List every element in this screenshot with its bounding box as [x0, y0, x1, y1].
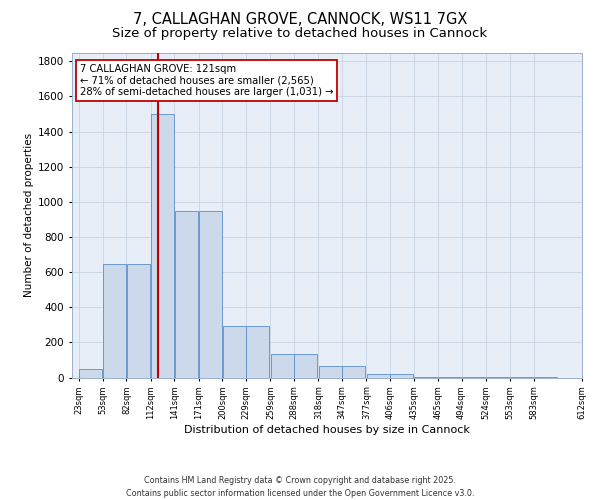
Text: Contains HM Land Registry data © Crown copyright and database right 2025.
Contai: Contains HM Land Registry data © Crown c… — [126, 476, 474, 498]
Bar — [103, 264, 126, 378]
Bar — [343, 366, 365, 378]
X-axis label: Distribution of detached houses by size in Cannock: Distribution of detached houses by size … — [184, 424, 470, 434]
Text: 7 CALLAGHAN GROVE: 121sqm
← 71% of detached houses are smaller (2,565)
28% of se: 7 CALLAGHAN GROVE: 121sqm ← 71% of detac… — [80, 64, 333, 97]
Y-axis label: Number of detached properties: Number of detached properties — [24, 133, 34, 297]
Bar — [367, 374, 389, 378]
Bar — [295, 354, 317, 378]
Bar — [271, 354, 293, 378]
Bar — [439, 376, 461, 378]
Bar — [414, 376, 437, 378]
Bar — [391, 374, 413, 378]
Bar — [247, 326, 269, 378]
Bar — [79, 368, 101, 378]
Bar — [510, 376, 533, 378]
Bar — [127, 264, 149, 378]
Bar — [223, 326, 245, 378]
Bar — [535, 376, 557, 378]
Text: Size of property relative to detached houses in Cannock: Size of property relative to detached ho… — [112, 28, 488, 40]
Bar — [151, 114, 174, 378]
Bar — [199, 210, 222, 378]
Bar — [175, 210, 197, 378]
Bar — [319, 366, 341, 378]
Text: 7, CALLAGHAN GROVE, CANNOCK, WS11 7GX: 7, CALLAGHAN GROVE, CANNOCK, WS11 7GX — [133, 12, 467, 28]
